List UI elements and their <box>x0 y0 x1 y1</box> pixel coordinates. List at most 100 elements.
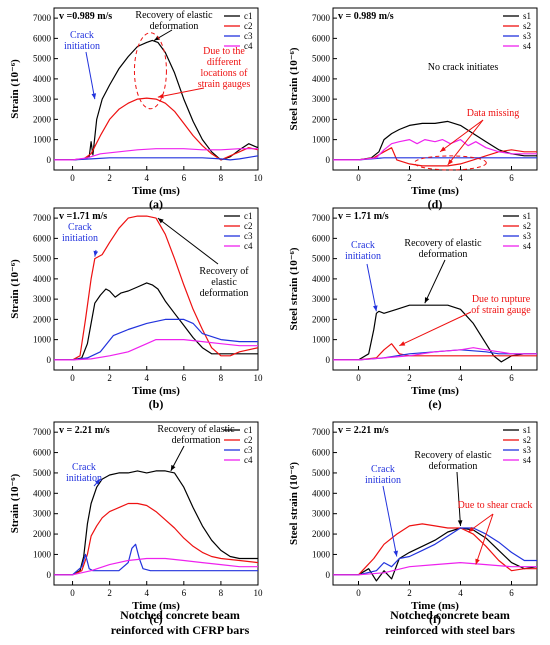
arrow-location-head <box>157 93 164 99</box>
y-tick-label: 3000 <box>33 94 52 104</box>
velocity-label: v = 2.21 m/s <box>338 425 389 436</box>
x-tick-label: 0 <box>356 373 361 383</box>
panel-f: 0 2 4 6 0 1000 2000 3000 4000 5000 6000 7000 Time (m… <box>288 421 538 626</box>
legend-label-s4: s4 <box>523 455 532 465</box>
legend-label-s2: s2 <box>523 435 531 445</box>
x-tick-label: 0 <box>70 373 75 383</box>
series-line-s1 <box>333 527 537 582</box>
arrow-crack-head <box>393 550 398 557</box>
highlight-ellipse <box>413 155 487 171</box>
y-tick-label: 4000 <box>33 74 52 84</box>
y-axis-label: Strain (10⁻⁶) <box>9 473 21 533</box>
caption-right: Notched concrete beam reinforced with st… <box>385 608 515 637</box>
x-axis-label: Time (ms) <box>132 600 180 612</box>
x-tick-label: 4 <box>144 173 149 183</box>
x-tick-label: 2 <box>107 588 112 598</box>
legend-label-c3: c3 <box>244 31 253 41</box>
arrow-missing-2 <box>447 119 484 166</box>
y-tick-label: 5000 <box>33 468 52 478</box>
annotation-recovery: Recovery of elastic deformation <box>199 266 249 299</box>
arrow-crack-head <box>93 250 99 257</box>
legend-label-s3: s3 <box>523 31 532 41</box>
y-tick-label: 7000 <box>33 213 52 223</box>
x-tick-label: 10 <box>254 173 264 183</box>
y-tick-label: 5000 <box>312 468 331 478</box>
legend-label-s4: s4 <box>523 241 532 251</box>
legend-label-s3: s3 <box>523 231 532 241</box>
series-line-c2 <box>54 502 258 576</box>
arrow-crack <box>382 485 398 557</box>
x-tick-label: 4 <box>458 173 463 183</box>
panel-label: (d) <box>428 197 443 211</box>
panel-d: 0 2 4 6 0 1000 2000 3000 4000 5000 6000 7000 Time (m… <box>288 7 538 211</box>
y-tick-label: 1000 <box>33 335 52 345</box>
legend-label-c3: c3 <box>244 231 253 241</box>
plot-frame <box>332 421 538 586</box>
annotation-no-crack: No crack initiates <box>428 62 499 73</box>
y-tick-label: 4000 <box>312 274 331 284</box>
series-line-c3 <box>54 543 258 576</box>
series-line-c4 <box>54 557 258 576</box>
legend-label-c3: c3 <box>244 445 253 455</box>
annotation-recovery: Recovery of elastic deformation <box>404 238 482 260</box>
y-tick-label: 1000 <box>312 135 331 145</box>
y-tick-label: 5000 <box>33 54 52 64</box>
arrow-missing-1-head <box>440 146 446 152</box>
x-axis-label: Time (ms) <box>411 385 459 397</box>
x-tick-label: 6 <box>182 173 187 183</box>
y-tick-label: 3000 <box>33 509 52 519</box>
x-tick-label: 2 <box>107 373 112 383</box>
y-tick-label: 0 <box>47 155 52 165</box>
arrow-recovery-head <box>457 520 463 526</box>
series-line-c2 <box>54 97 258 161</box>
y-tick-label: 3000 <box>312 294 331 304</box>
y-tick-label: 7000 <box>312 13 331 23</box>
y-tick-label: 7000 <box>33 427 52 437</box>
y-tick-label: 2000 <box>33 114 52 124</box>
series-line-s4 <box>333 139 537 161</box>
y-tick-label: 4000 <box>33 274 52 284</box>
legend-label-s2: s2 <box>523 21 531 31</box>
arrow-shear-1-head <box>468 526 474 533</box>
y-tick-label: 5000 <box>312 254 331 264</box>
panel-a: 0 2 4 6 8 10 0 1000 2000 3000 4000 5000 6000 7000 Time… <box>9 7 264 211</box>
y-tick-label: 7000 <box>33 13 52 23</box>
legend-label-c2: c2 <box>244 21 253 31</box>
arrow-recovery-head <box>170 464 176 471</box>
velocity-label: v = 2.21 m/s <box>59 425 110 436</box>
y-tick-label: 6000 <box>312 448 331 458</box>
legend-label-c4: c4 <box>244 455 253 465</box>
legend-label-c1: c1 <box>244 211 253 221</box>
annotation-recovery: Recovery of elastic deformation <box>157 424 235 446</box>
legend-label-c2: c2 <box>244 221 253 231</box>
x-tick-label: 2 <box>407 373 412 383</box>
panel-c: 0 2 4 6 8 10 0 1000 2000 3000 4000 5000 6000 7000 Time… <box>9 421 263 626</box>
y-tick-label: 0 <box>47 570 52 580</box>
y-tick-label: 7000 <box>312 427 331 437</box>
series-line-s2 <box>333 523 537 576</box>
series-line-s4 <box>333 347 537 361</box>
y-tick-label: 2000 <box>33 529 52 539</box>
velocity-label: v =0.989 m/s <box>59 11 112 22</box>
y-tick-label: 3000 <box>33 294 52 304</box>
arrow-shear-2 <box>475 513 494 565</box>
series-line-c4 <box>54 339 258 361</box>
arrow-recovery-head <box>157 218 164 224</box>
y-axis-label: Strain (10⁻⁶) <box>9 259 21 319</box>
series-line-s1 <box>333 304 537 363</box>
arrow-recovery <box>157 217 219 265</box>
panel-b: 0 2 4 6 8 10 0 1000 2000 3000 4000 5000 6000 7000 Time… <box>9 207 263 411</box>
arrow-rupture <box>399 311 472 347</box>
panel-e: 0 2 4 6 0 1000 2000 3000 4000 5000 6000 7000 Time (m… <box>288 207 538 411</box>
y-axis-label: Steel strain (10⁻⁶) <box>288 462 300 545</box>
x-tick-label: 6 <box>509 588 514 598</box>
x-tick-label: 0 <box>70 588 75 598</box>
legend-label-s4: s4 <box>523 41 532 51</box>
series-line-s4 <box>333 562 537 576</box>
series-line-s1 <box>333 120 537 161</box>
annotation-data-missing: Data missing <box>467 108 520 119</box>
legend-label-c4: c4 <box>244 241 253 251</box>
velocity-label: v = 1.71 m/s <box>338 211 389 222</box>
y-tick-label: 7000 <box>312 213 331 223</box>
legend-label-s1: s1 <box>523 211 531 221</box>
